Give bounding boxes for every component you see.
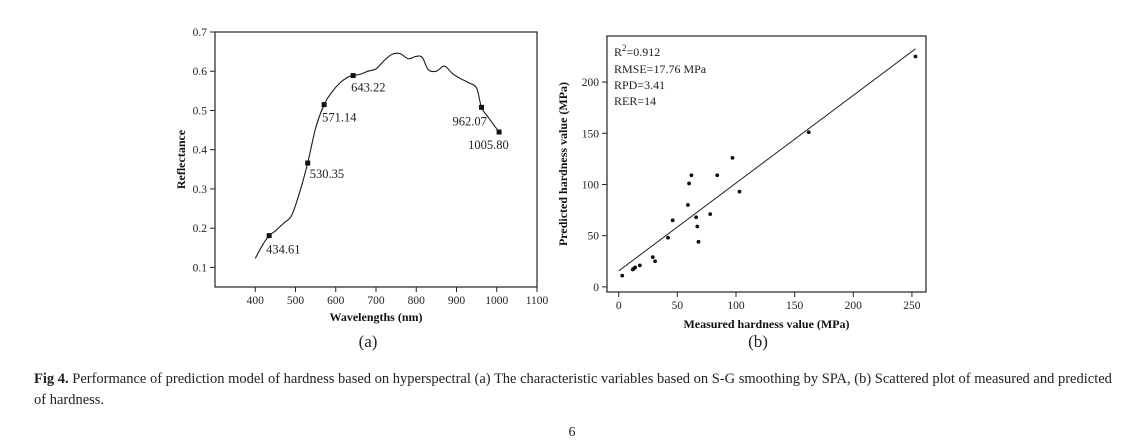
b-y-tick-label: 200 [582,77,600,89]
selected-wavelength-label: 1005.80 [468,138,509,152]
scatter-point [715,173,720,178]
b-x-tick-label: 200 [845,300,863,312]
selected-wavelength-marker [496,129,502,135]
scatter-point [694,215,699,220]
reflectance-curve [254,52,500,259]
regression-line [618,48,916,272]
y-axis-title: Reflectance [174,129,188,189]
caption-label: Fig 4. [34,371,69,387]
a-x-tick-label: 900 [448,295,466,307]
a-y-tick-label: 0.5 [193,105,208,117]
scatter-point [653,259,657,264]
a-y-tick-label: 0.7 [193,27,208,39]
stat-rmse: RMSE=17.76 MPa [614,62,707,76]
scatter-point [666,235,670,240]
b-x-tick-label: 50 [672,300,684,312]
b-x-tick-label: 150 [786,300,804,312]
a-x-tick-label: 800 [408,295,426,307]
stat-rpd: RPD=3.41 [614,78,665,92]
selected-wavelength-marker [350,73,356,79]
panel-b-scatter-chart: 0 50 100 150 200 250 0 50 100 150 200 R2=0.912 RMSE=… [556,35,927,351]
a-x-tick-label: 400 [247,295,265,307]
selected-wavelength-label: 571.14 [322,111,357,125]
scatter-point [695,224,700,229]
scatter-point [686,203,690,207]
a-x-tick-label: 600 [327,295,345,307]
scatter-point [670,218,675,223]
a-y-tick-label: 0.3 [193,184,208,196]
b-y-tick-label: 100 [582,179,600,191]
panel-a-spectrum-chart: 400 500 600 700 800 900 1000 1100 0.1 0.2 0.3 0.4 0.… [174,27,549,351]
panel-label: (a) [359,332,378,351]
a-x-tick-label: 500 [287,295,305,307]
a-x-tick-label: 1100 [526,295,549,307]
stat-r-squared: R2=0.912 [614,43,660,59]
r-squared-symbol: R [614,45,622,59]
selected-wavelength-marker [321,102,327,108]
stat-rer: RER=14 [614,94,656,108]
x-axis-title: Measured hardness value (MPa) [683,317,849,331]
b-y-tick-label: 150 [582,128,600,140]
a-y-tick-label: 0.2 [193,223,208,235]
scatter-point [708,212,713,217]
a-plot-frame [214,31,538,288]
scatter-point [689,173,694,178]
y-axis-title: Predicted hardness value (MPa) [556,82,570,246]
scatter-point [696,239,701,244]
panel-label: (b) [748,332,768,351]
scatter-point [737,189,742,194]
selected-wavelength-label: 434.61 [266,243,300,257]
page-number: 6 [568,425,576,440]
scatter-point [730,155,735,160]
b-x-tick-label: 100 [727,300,745,312]
figure-caption: Fig 4. Performance of prediction model o… [34,369,1114,411]
a-y-tick-label: 0.4 [193,145,208,157]
scatter-point [637,263,642,268]
r-squared-value: =0.912 [627,45,661,59]
b-y-tick-label: 50 [588,231,600,243]
selected-wavelength-label: 530.35 [310,167,344,181]
scatter-point [806,130,811,135]
scatter-point [913,54,918,59]
a-x-tick-label: 700 [367,295,385,307]
b-y-tick-label: 0 [593,282,599,294]
selected-wavelength-marker [478,104,484,110]
x-axis-title: Wavelengths (nm) [330,310,423,324]
scatter-point [650,255,655,260]
a-y-tick-label: 0.6 [193,66,208,78]
b-x-tick-label: 0 [616,300,622,312]
scatter-point [687,181,691,186]
b-plot-frame [606,35,927,293]
selected-wavelength-label: 643.22 [351,81,385,95]
selected-wavelength-marker [266,233,272,239]
scatter-point [633,265,638,270]
a-y-tick-label: 0.1 [193,262,208,274]
a-x-tick-label: 1000 [485,295,508,307]
caption-text: Performance of prediction model of hardn… [34,371,1112,408]
b-x-tick-label: 250 [903,300,921,312]
scatter-point [620,273,625,278]
selected-wavelength-marker [305,160,311,166]
selected-wavelength-label: 962.07 [452,114,486,128]
r-squared-exponent: 2 [622,43,627,53]
